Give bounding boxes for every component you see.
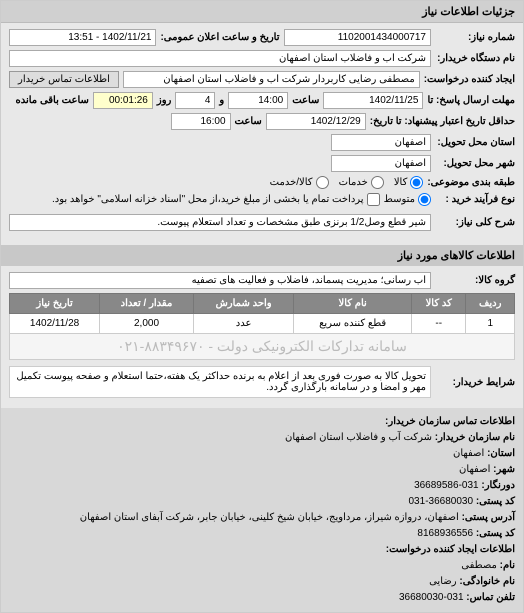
lastname-label: نام خانوادگی: xyxy=(459,576,515,587)
col-unit: واحد شمارش xyxy=(193,294,293,314)
priority-kala-label: کالا xyxy=(394,177,408,188)
time-label-1: ساعت xyxy=(292,95,319,106)
requester-input[interactable] xyxy=(123,71,420,88)
response-deadline-label: مهلت ارسال پاسخ: تا xyxy=(427,95,515,106)
col-code: کد کالا xyxy=(411,294,466,314)
col-qty: مقدار / تعداد xyxy=(100,294,194,314)
buyer-org-label: نام دستگاه خریدار: xyxy=(435,53,515,64)
response-date-input[interactable] xyxy=(323,92,423,109)
cell-unit: عدد xyxy=(193,314,293,334)
conditions-text: تحویل کالا به صورت فوری بعد از اعلام به … xyxy=(9,366,431,398)
col-name: نام کالا xyxy=(294,294,412,314)
buy-note-input[interactable] xyxy=(367,193,380,206)
delivery-city-label: شهر محل تحویل: xyxy=(435,158,515,169)
priority-both-label: کالا/خدمت xyxy=(270,177,313,188)
org-name-value: شرکت آب و فاضلاب استان اصفهان xyxy=(285,432,432,443)
conditions-label: شرایط خریدار: xyxy=(435,377,515,388)
and-label: و xyxy=(219,95,224,106)
desc-input[interactable] xyxy=(9,214,431,231)
priority-both-input[interactable] xyxy=(316,176,329,189)
goods-section-title: اطلاعات کالاهای مورد نیاز xyxy=(1,245,523,266)
priority-label: طبقه بندی موضوعی: xyxy=(427,177,515,188)
watermark-row: سامانه تدارکات الکترونیکی دولت - ۸۸۳۴۹۶۷… xyxy=(10,334,515,360)
buyer-org-input[interactable] xyxy=(9,50,431,67)
po-box-label: کد پستی: xyxy=(476,528,515,539)
public-date-label: تاریخ و ساعت اعلان عمومی: xyxy=(160,32,279,43)
goods-group-label: گروه کالا: xyxy=(435,275,515,286)
delivery-province-input[interactable] xyxy=(331,134,431,151)
contact-section: اطلاعات تماس سازمان خریدار: نام سازمان خ… xyxy=(1,408,523,612)
priority-both-radio[interactable]: کالا/خدمت xyxy=(270,176,329,189)
province-value: اصفهان xyxy=(453,448,484,459)
buy-type-label: نوع فرآیند خرید : xyxy=(435,194,515,205)
contact-button[interactable]: اطلاعات تماس خریدار xyxy=(9,71,119,88)
delivery-province-label: استان محل تحویل: xyxy=(435,137,515,148)
goods-group-input[interactable] xyxy=(9,272,431,289)
time-label-2: ساعت xyxy=(235,116,262,127)
buy-type-low-label: متوسط xyxy=(384,194,415,205)
phone-value: 031-36680030 xyxy=(399,592,464,603)
validity-date-input[interactable] xyxy=(266,113,366,130)
remaining-days-input[interactable] xyxy=(175,92,215,109)
buy-type-input[interactable] xyxy=(418,193,431,206)
contact-section-title: اطلاعات تماس سازمان خریدار: xyxy=(385,416,515,427)
buy-note-label: پرداخت تمام یا بخشی از مبلغ خرید،از محل … xyxy=(52,194,364,205)
requester-label: ایجاد کننده درخواست: xyxy=(424,74,515,85)
public-date-input[interactable] xyxy=(9,29,156,46)
form-section: شماره نیاز: تاریخ و ساعت اعلان عمومی: نا… xyxy=(1,23,523,241)
lastname-value: رضایی xyxy=(429,576,457,587)
validity-time-input[interactable] xyxy=(171,113,231,130)
table-row: 1 -- قطع کننده سریع عدد 2,000 1402/11/28 xyxy=(10,314,515,334)
cell-row: 1 xyxy=(466,314,515,334)
buy-type-radio[interactable]: متوسط xyxy=(384,193,431,206)
province-label: استان: xyxy=(487,448,515,459)
city-label: شهر: xyxy=(493,464,515,475)
postal-code-value: 36680030-031 xyxy=(409,496,474,507)
priority-kala-input[interactable] xyxy=(410,176,423,189)
remaining-time-input[interactable] xyxy=(93,92,153,109)
requester-section-title: اطلاعات ایجاد کننده درخواست: xyxy=(386,544,515,555)
cell-date: 1402/11/28 xyxy=(10,314,100,334)
priority-khadamat-label: خدمات xyxy=(339,177,368,188)
watermark-cell: سامانه تدارکات الکترونیکی دولت - ۸۸۳۴۹۶۷… xyxy=(10,334,515,360)
main-panel: جزئیات اطلاعات نیاز شماره نیاز: تاریخ و … xyxy=(0,0,524,613)
name-value: مصطفی xyxy=(461,560,497,571)
po-box-value: 8168936556 xyxy=(417,528,473,539)
delivery-city-input[interactable] xyxy=(331,155,431,172)
col-date: تاریخ نیاز xyxy=(10,294,100,314)
address-label: آدرس پستی: xyxy=(462,512,515,523)
cell-name: قطع کننده سریع xyxy=(294,314,412,334)
fax-value: 031-36689586 xyxy=(414,480,479,491)
postal-code-label: کد پستی: xyxy=(476,496,515,507)
validity-label: حداقل تاریخ اعتبار پیشنهاد: تا تاریخ: xyxy=(370,116,515,127)
phone-label: تلفن تماس: xyxy=(466,592,515,603)
priority-khadamat-radio[interactable]: خدمات xyxy=(339,176,384,189)
buy-note-checkbox[interactable]: پرداخت تمام یا بخشی از مبلغ خرید،از محل … xyxy=(52,193,380,206)
col-row: ردیف xyxy=(466,294,515,314)
goods-section: گروه کالا: ردیف کد کالا نام کالا واحد شم… xyxy=(1,266,523,408)
cell-qty: 2,000 xyxy=(100,314,194,334)
request-number-input[interactable] xyxy=(284,29,431,46)
table-header-row: ردیف کد کالا نام کالا واحد شمارش مقدار /… xyxy=(10,294,515,314)
address-value: اصفهان، دروازه شیراز، مرداویج، خیابان شی… xyxy=(80,512,459,523)
priority-kala-radio[interactable]: کالا xyxy=(394,176,424,189)
priority-radio-group: کالا خدمات کالا/خدمت xyxy=(270,176,424,189)
panel-title: جزئیات اطلاعات نیاز xyxy=(1,1,523,23)
goods-table: ردیف کد کالا نام کالا واحد شمارش مقدار /… xyxy=(9,293,515,360)
request-number-label: شماره نیاز: xyxy=(435,32,515,43)
desc-label: شرح کلی نیاز: xyxy=(435,217,515,228)
fax-label: دورنگار: xyxy=(481,480,515,491)
days-label: روز xyxy=(157,95,172,106)
priority-khadamat-input[interactable] xyxy=(371,176,384,189)
remaining-label: ساعت باقی مانده xyxy=(15,95,88,106)
org-name-label: نام سازمان خریدار: xyxy=(435,432,515,443)
city-value: اصفهان xyxy=(459,464,490,475)
response-time-input[interactable] xyxy=(228,92,288,109)
name-label: نام: xyxy=(500,560,515,571)
cell-code: -- xyxy=(411,314,466,334)
